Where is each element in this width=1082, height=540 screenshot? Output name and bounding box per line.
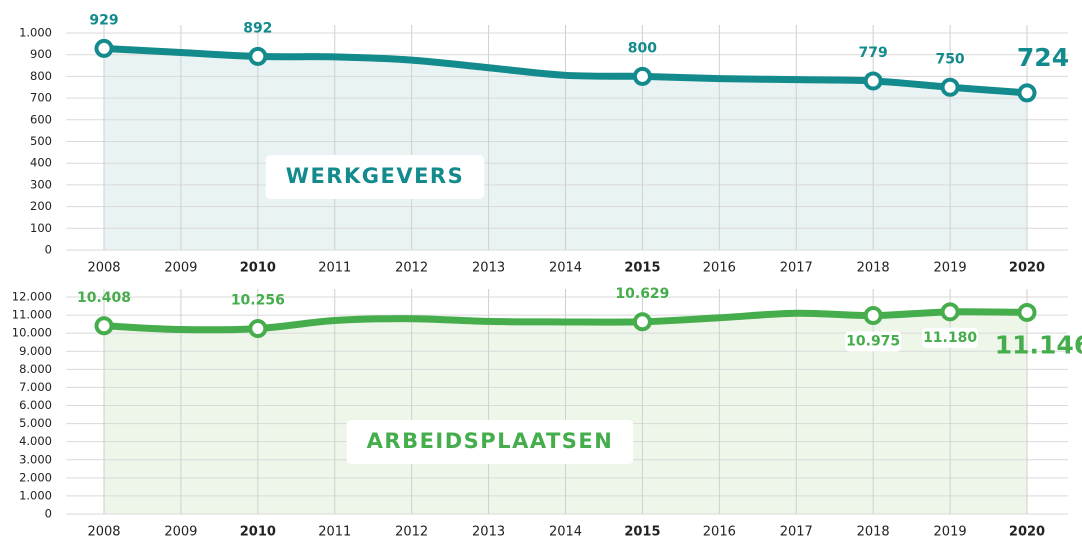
y-tick-label: 1.000 [19, 26, 52, 40]
series-label: WERKGEVERS [286, 164, 464, 188]
x-tick-label: 2009 [164, 261, 197, 276]
y-tick-label: 600 [30, 112, 52, 126]
x-tick-label: 2014 [549, 261, 582, 276]
marker [94, 316, 114, 336]
y-tick-label: 8.000 [19, 362, 52, 376]
y-tick-label: 3.000 [19, 452, 52, 466]
marker [248, 46, 268, 66]
value-label: 779 [859, 45, 888, 61]
label-bg [922, 327, 979, 348]
y-tick-label: 1.000 [19, 488, 52, 502]
value-label: 10.975 [846, 334, 900, 350]
marker [632, 312, 652, 332]
marker [632, 66, 652, 86]
value-label: 10.629 [615, 286, 669, 302]
x-tick-label: 2019 [934, 261, 967, 276]
marker [940, 77, 960, 97]
y-tick-label: 10.000 [12, 326, 52, 340]
x-tick-label: 2009 [164, 525, 197, 540]
x-tick-label: 2012 [395, 261, 428, 276]
label-bg [845, 331, 902, 352]
y-tick-label: 2.000 [19, 470, 52, 484]
marker [940, 302, 960, 322]
value-label: 11.146 [995, 330, 1082, 359]
value-label: 929 [89, 12, 118, 28]
x-tick-label: 2019 [934, 525, 967, 540]
y-tick-label: 5.000 [19, 416, 52, 430]
value-label: 10.408 [77, 290, 131, 306]
x-tick-label: 2010 [240, 525, 276, 540]
y-tick-label: 800 [30, 69, 52, 83]
x-tick-label: 2014 [549, 525, 582, 540]
x-tick-label: 2018 [857, 525, 890, 540]
marker [94, 38, 114, 58]
y-tick-label: 100 [30, 221, 52, 235]
y-tick-label: 900 [30, 47, 52, 61]
y-tick-label: 12.000 [12, 290, 52, 304]
y-tick-label: 500 [30, 134, 52, 148]
marker [863, 306, 883, 326]
x-tick-label: 2017 [780, 525, 813, 540]
y-tick-label: 9.000 [19, 344, 52, 358]
x-tick-label: 2008 [87, 261, 120, 276]
x-tick-label: 2016 [703, 261, 736, 276]
y-tick-label: 6.000 [19, 398, 52, 412]
x-tick-label: 2017 [780, 261, 813, 276]
y-tick-label: 200 [30, 199, 52, 213]
value-label: 724 [1017, 43, 1069, 72]
x-tick-label: 2015 [624, 261, 660, 276]
value-label: 10.256 [231, 293, 285, 309]
y-tick-label: 4.000 [19, 434, 52, 448]
marker [1017, 83, 1037, 103]
x-tick-label: 2013 [472, 525, 505, 540]
x-tick-label: 2016 [703, 525, 736, 540]
value-label: 11.180 [923, 330, 977, 346]
y-tick-label: 300 [30, 177, 52, 191]
marker [248, 319, 268, 339]
y-tick-label: 7.000 [19, 380, 52, 394]
marker [863, 71, 883, 91]
value-label: 800 [628, 40, 657, 56]
x-tick-label: 2020 [1009, 261, 1045, 276]
value-label: 892 [243, 20, 272, 36]
x-tick-label: 2018 [857, 261, 890, 276]
x-tick-label: 2020 [1009, 525, 1045, 540]
x-tick-label: 2013 [472, 261, 505, 276]
x-tick-label: 2015 [624, 525, 660, 540]
x-tick-label: 2011 [318, 261, 351, 276]
y-tick-label: 11.000 [12, 308, 52, 322]
value-label: 750 [935, 51, 964, 67]
y-tick-label: 0 [45, 243, 52, 257]
x-tick-label: 2008 [87, 525, 120, 540]
x-tick-label: 2010 [240, 261, 276, 276]
series-label-bg [346, 420, 634, 464]
y-tick-label: 400 [30, 156, 52, 170]
series-label: ARBEIDSPLAATSEN [367, 429, 614, 453]
marker [1017, 302, 1037, 322]
y-tick-label: 0 [45, 507, 52, 521]
y-tick-label: 700 [30, 91, 52, 105]
x-tick-label: 2011 [318, 525, 351, 540]
series-label-bg [265, 155, 485, 199]
x-tick-label: 2012 [395, 525, 428, 540]
